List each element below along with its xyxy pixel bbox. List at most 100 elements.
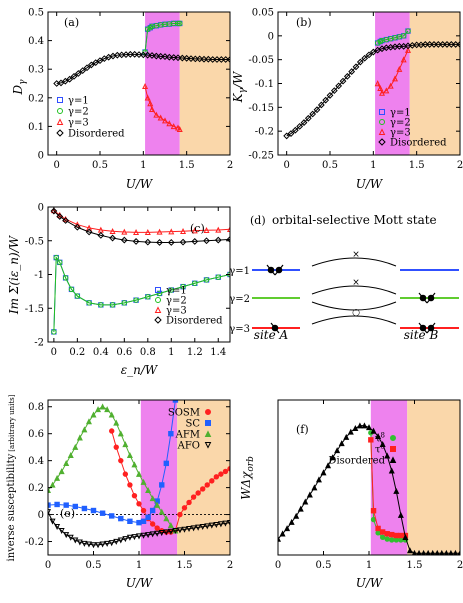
- data-point: [215, 274, 221, 280]
- data-point: [154, 530, 161, 537]
- data-point: [388, 467, 395, 474]
- data-point: [405, 28, 411, 34]
- data-point: [108, 411, 115, 418]
- data-point: [180, 283, 186, 290]
- data-point: [320, 469, 327, 476]
- data-point: [61, 77, 69, 85]
- y-tick-label: 0.4: [28, 36, 44, 47]
- panel-f-ylabel: WΔχorb: [239, 456, 256, 500]
- legend-marker: [390, 435, 396, 441]
- x-tick-label: 0.5: [92, 160, 108, 171]
- data-point: [209, 478, 215, 484]
- data-point: [416, 549, 422, 555]
- data-point: [370, 508, 377, 514]
- data-point: [142, 83, 149, 90]
- legend-label: Disordered: [68, 129, 125, 140]
- x-tick-label: 2: [457, 160, 463, 171]
- data-point: [348, 68, 356, 75]
- orbital-label: γ=2: [229, 294, 250, 305]
- data-point: [393, 487, 400, 494]
- y-tick-label: 0.2: [28, 93, 44, 104]
- data-point: [96, 57, 104, 65]
- data-point: [63, 532, 70, 539]
- data-point: [99, 510, 106, 516]
- shaded-region-1: [179, 12, 230, 155]
- series-Disordered: [53, 50, 230, 87]
- data-point: [190, 494, 197, 500]
- data-point: [144, 238, 152, 246]
- data-point: [214, 236, 222, 244]
- panel-a-label: (a): [64, 16, 79, 29]
- data-point: [144, 228, 151, 236]
- x-tick-label: 1.5: [179, 160, 195, 171]
- data-point: [149, 531, 156, 538]
- legend-label: γ=1: [390, 108, 411, 119]
- data-point: [109, 513, 115, 519]
- data-point: [90, 542, 97, 549]
- data-point: [176, 125, 183, 132]
- data-point: [288, 518, 295, 525]
- data-point: [304, 114, 312, 122]
- panel-e: 0 0.5 1 1.5 2 -0.2 0 0.2 0.4 0.6 0.8 (e) inverse s…: [6, 394, 233, 590]
- series-line: [53, 209, 230, 233]
- data-point: [172, 528, 179, 535]
- data-point: [172, 400, 179, 403]
- panel-d-title: orbital-selective Mott state: [272, 213, 437, 227]
- series-line: [53, 210, 230, 243]
- legend-marker: [56, 129, 64, 137]
- x-tick-label: 1: [136, 560, 142, 571]
- data-point: [213, 474, 220, 480]
- data-point: [109, 428, 115, 434]
- series-AFM: [48, 403, 179, 534]
- y-tick-label: 0.6: [28, 429, 44, 440]
- series-line: [53, 256, 230, 332]
- data-point: [104, 406, 111, 413]
- data-point: [439, 549, 445, 555]
- y-tick-label: -0.1: [255, 79, 274, 90]
- data-point: [117, 430, 124, 437]
- series-γ=3: [374, 46, 412, 96]
- data-point: [156, 290, 163, 297]
- panel-e-label: (e): [60, 507, 75, 520]
- data-point: [156, 239, 163, 246]
- y-tick-label: 0.05: [252, 8, 274, 19]
- data-point: [430, 549, 436, 555]
- data-point: [131, 461, 138, 468]
- data-point: [183, 54, 191, 62]
- data-point: [402, 533, 409, 540]
- series-Disordered: [283, 41, 460, 140]
- data-point: [76, 539, 83, 546]
- data-point: [352, 425, 359, 432]
- data-point: [302, 498, 309, 505]
- series-γ=2: [142, 20, 183, 55]
- data-point: [343, 72, 351, 80]
- data-point: [222, 468, 229, 475]
- data-point: [92, 59, 100, 67]
- legend-marker: [378, 138, 386, 146]
- data-point: [356, 422, 363, 429]
- legend-marker: [57, 108, 63, 114]
- y-tick-label: 0: [268, 31, 274, 42]
- series-τ: [368, 430, 409, 543]
- data-point: [140, 478, 147, 485]
- legend-marker: [155, 297, 161, 303]
- y-tick-label: 0.1: [28, 122, 44, 133]
- data-point: [98, 302, 104, 308]
- hop-arrow: [311, 301, 397, 311]
- legend-label: SC: [185, 419, 200, 430]
- panel-f-label: (f): [296, 423, 309, 436]
- panel-a-ylabel: Dγ: [11, 79, 28, 96]
- legend-marker: [56, 118, 64, 125]
- data-point: [145, 294, 151, 300]
- legend-marker: [390, 446, 396, 452]
- data-point: [430, 41, 438, 48]
- site-a-label: site A: [254, 328, 289, 342]
- data-point: [147, 100, 154, 107]
- legend-label: γ=3: [166, 306, 187, 317]
- data-point: [284, 525, 291, 532]
- data-point: [50, 207, 58, 215]
- data-point: [181, 526, 188, 533]
- data-point: [329, 454, 336, 461]
- data-point: [145, 514, 151, 520]
